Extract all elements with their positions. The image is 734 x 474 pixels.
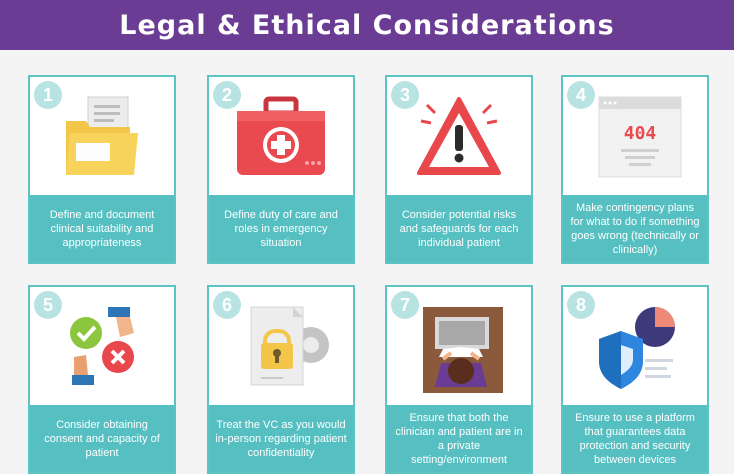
card-8: 8 Ensure to use a platform that guarante… — [561, 285, 709, 474]
card-caption: Treat the VC as you would in-person rega… — [209, 405, 353, 472]
card-5: 5 Consider obtaining consent and capacit… — [28, 285, 176, 474]
error-code-text: 404 — [624, 123, 657, 144]
card-1: 1 Define and document clinical suitabili… — [28, 75, 176, 264]
card-2: 2 Define duty of care and roles in emerg… — [207, 75, 355, 264]
card-caption: Consider potential risks and safeguards … — [387, 195, 531, 262]
card-caption: Define duty of care and roles in emergen… — [209, 195, 353, 262]
step-number-badge: 6 — [213, 291, 241, 319]
step-number-badge: 7 — [391, 291, 419, 319]
card-6: 6 Treat the VC as you would in-person re… — [207, 285, 355, 474]
card-caption: Consider obtaining consent and capacity … — [30, 405, 174, 472]
person-at-laptop-icon — [387, 287, 531, 405]
step-number-badge: 3 — [391, 81, 419, 109]
card-3: 3 Consider potential risks and safeguard… — [385, 75, 533, 264]
step-number-badge: 4 — [567, 81, 595, 109]
card-caption: Define and document clinical suitability… — [30, 195, 174, 262]
step-number-badge: 5 — [34, 291, 62, 319]
step-number-badge: 8 — [567, 291, 595, 319]
title-banner: Legal & Ethical Considerations — [0, 0, 734, 50]
card-7: 7 Ensure that both the clinician and pat… — [385, 285, 533, 474]
folder-documents-icon — [30, 77, 174, 195]
step-number-badge: 1 — [34, 81, 62, 109]
card-caption: Make contingency plans for what to do if… — [563, 195, 707, 262]
page-title: Legal & Ethical Considerations — [119, 9, 615, 41]
card-caption: Ensure that both the clinician and patie… — [387, 405, 531, 472]
card-4: 4 404 Make contingency plans for what to… — [561, 75, 709, 264]
card-caption: Ensure to use a platform that guarantees… — [563, 405, 707, 472]
step-number-badge: 2 — [213, 81, 241, 109]
